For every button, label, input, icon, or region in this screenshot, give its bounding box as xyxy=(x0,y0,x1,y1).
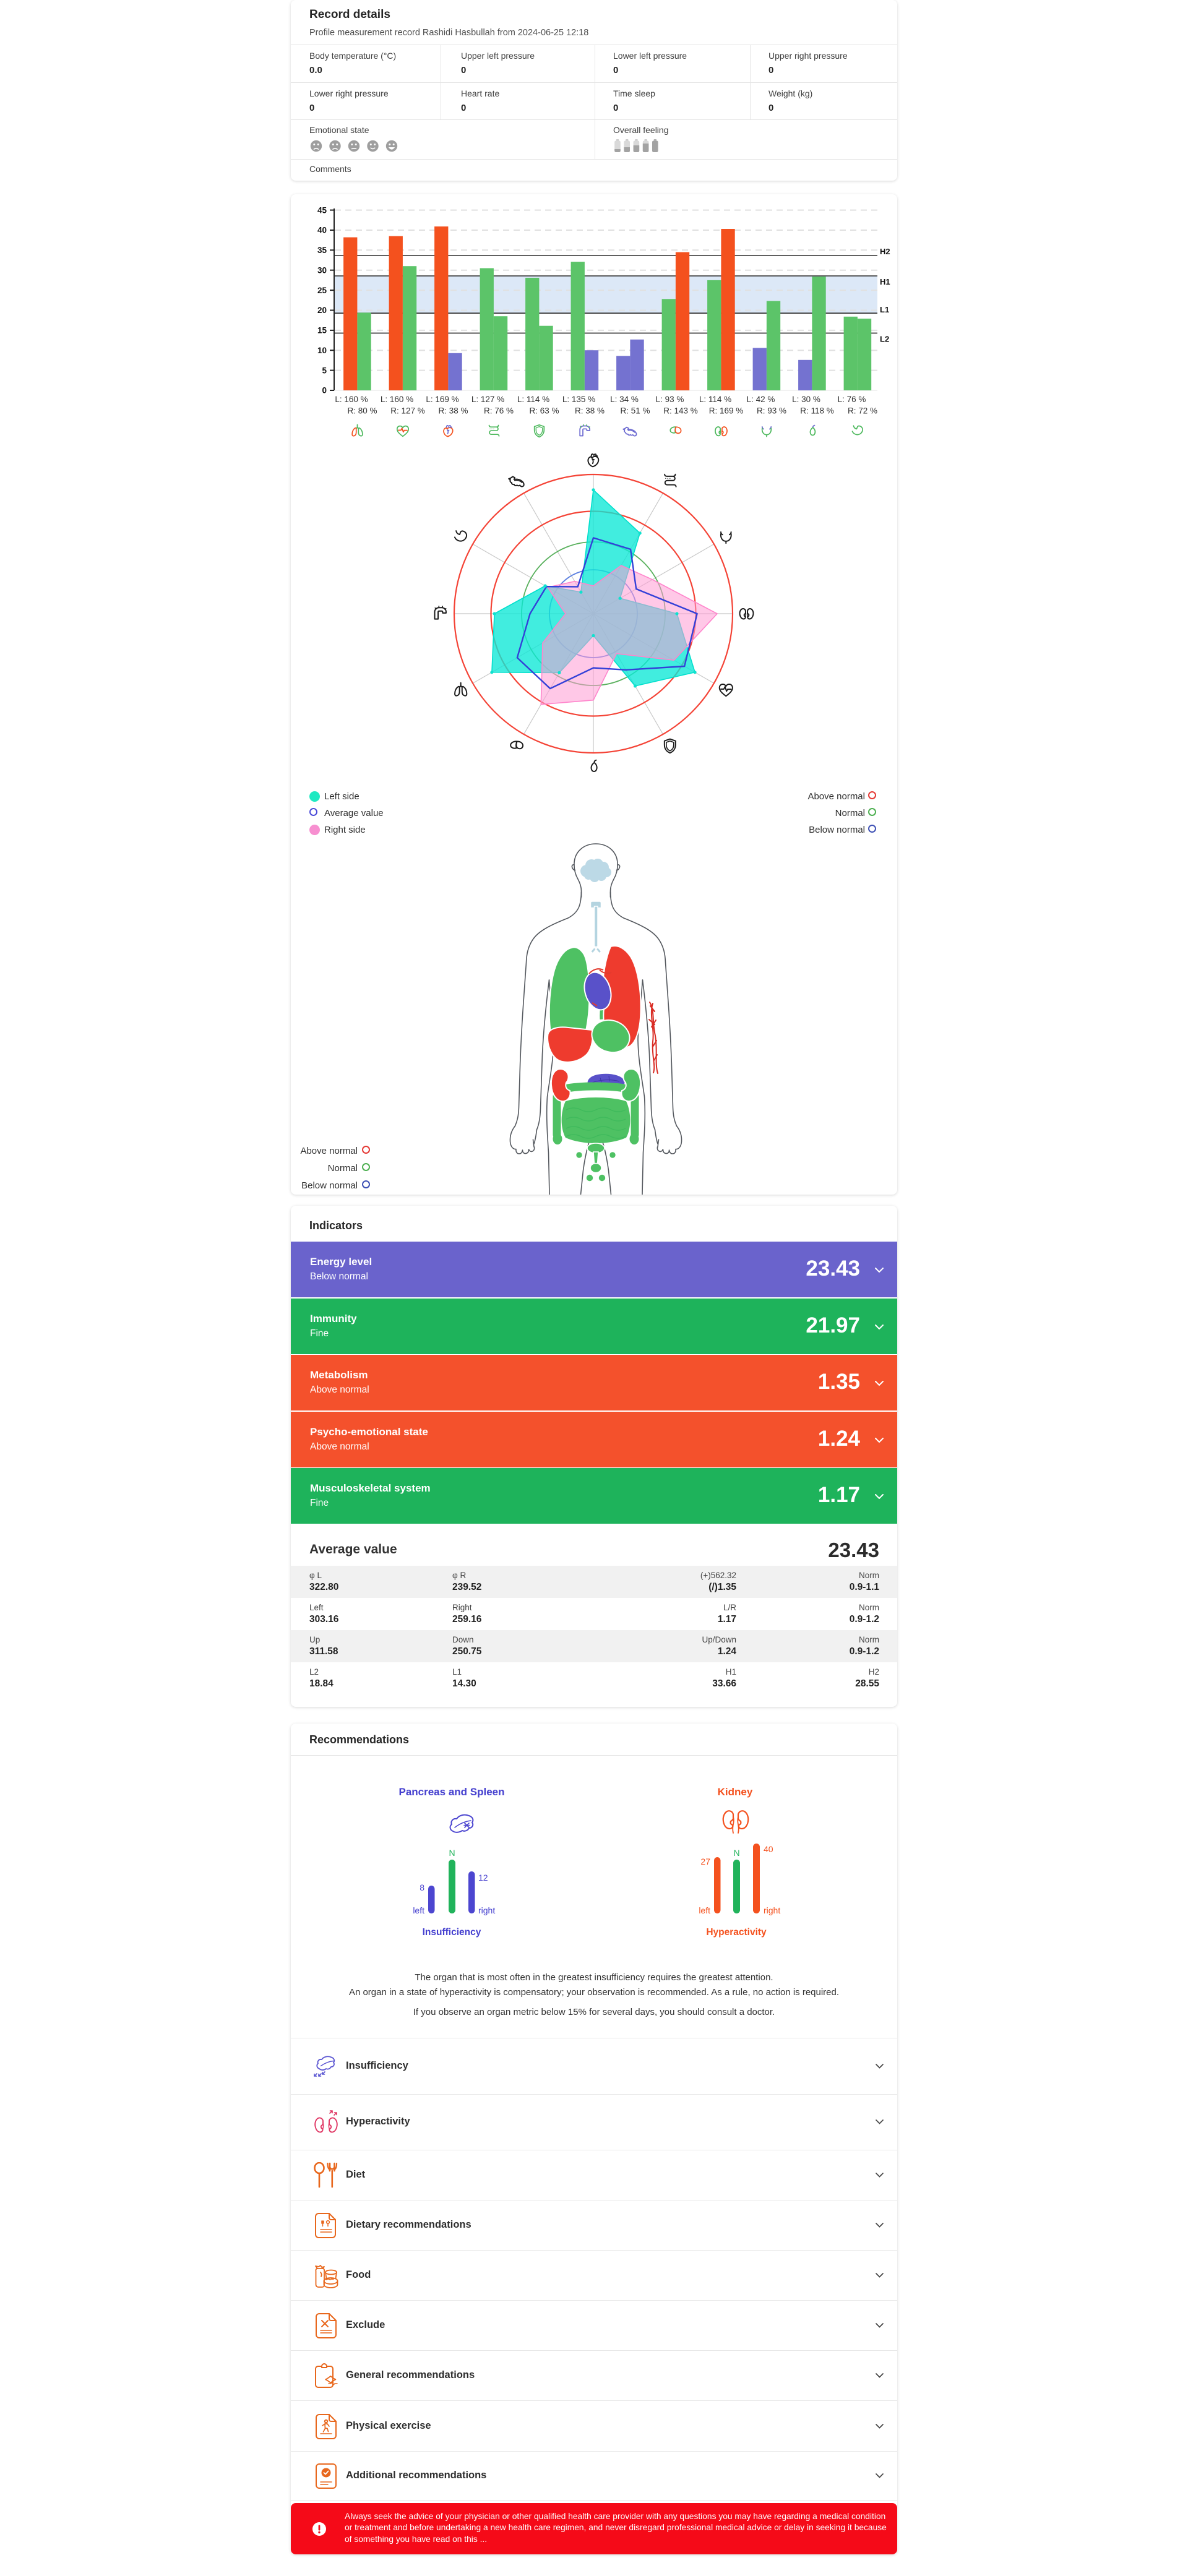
svg-text:L: 135 %: L: 135 % xyxy=(562,395,595,404)
svg-text:R: 127 %: R: 127 % xyxy=(390,406,425,416)
svg-text:R: 169 %: R: 169 % xyxy=(709,406,744,416)
svg-text:L: 114 %: L: 114 % xyxy=(699,395,731,404)
svg-text:35: 35 xyxy=(317,246,327,255)
svg-text:12: 12 xyxy=(478,1873,488,1883)
svg-text:L2: L2 xyxy=(880,334,889,343)
svg-text:L: 169 %: L: 169 % xyxy=(426,395,458,404)
svg-text:R: 76 %: R: 76 % xyxy=(484,406,514,416)
svg-text:L: 160 %: L: 160 % xyxy=(381,395,413,404)
svg-text:right: right xyxy=(478,1905,495,1915)
svg-text:H2: H2 xyxy=(880,247,890,256)
svg-text:5: 5 xyxy=(322,366,327,375)
svg-text:R: 51 %: R: 51 % xyxy=(620,406,650,416)
svg-text:L1: L1 xyxy=(880,305,889,314)
svg-text:left: left xyxy=(413,1905,424,1915)
svg-text:R: 38 %: R: 38 % xyxy=(575,406,605,416)
svg-text:0: 0 xyxy=(322,386,327,395)
svg-text:27: 27 xyxy=(700,1857,710,1866)
svg-text:N: N xyxy=(449,1848,455,1858)
svg-text:20: 20 xyxy=(317,306,327,315)
svg-text:R: 80 %: R: 80 % xyxy=(347,406,377,416)
svg-text:40: 40 xyxy=(317,226,327,235)
svg-text:L: 93 %: L: 93 % xyxy=(656,395,684,404)
svg-text:R: 143 %: R: 143 % xyxy=(663,406,698,416)
svg-text:15: 15 xyxy=(317,326,327,335)
svg-text:R: 93 %: R: 93 % xyxy=(757,406,786,416)
svg-text:R: 118 %: R: 118 % xyxy=(800,406,834,416)
svg-text:10: 10 xyxy=(317,346,327,355)
svg-text:45: 45 xyxy=(317,205,327,215)
svg-text:R: 63 %: R: 63 % xyxy=(529,406,559,416)
svg-text:H1: H1 xyxy=(880,277,890,286)
svg-text:25: 25 xyxy=(317,286,327,295)
svg-text:L: 42 %: L: 42 % xyxy=(747,395,775,404)
svg-text:40: 40 xyxy=(764,1844,773,1854)
svg-text:R: 72 %: R: 72 % xyxy=(848,406,877,416)
svg-text:L: 160 %: L: 160 % xyxy=(335,395,368,404)
svg-text:L: 76 %: L: 76 % xyxy=(838,395,866,404)
svg-text:30: 30 xyxy=(317,265,327,275)
svg-text:left: left xyxy=(699,1905,710,1915)
svg-text:L: 34 %: L: 34 % xyxy=(610,395,639,404)
svg-text:L: 127 %: L: 127 % xyxy=(471,395,504,404)
svg-text:right: right xyxy=(764,1905,780,1915)
svg-text:L: 114 %: L: 114 % xyxy=(517,395,549,404)
svg-text:R: 38 %: R: 38 % xyxy=(438,406,468,416)
svg-text:L: 30 %: L: 30 % xyxy=(792,395,820,404)
svg-text:N: N xyxy=(733,1848,739,1858)
svg-text:8: 8 xyxy=(420,1883,424,1892)
